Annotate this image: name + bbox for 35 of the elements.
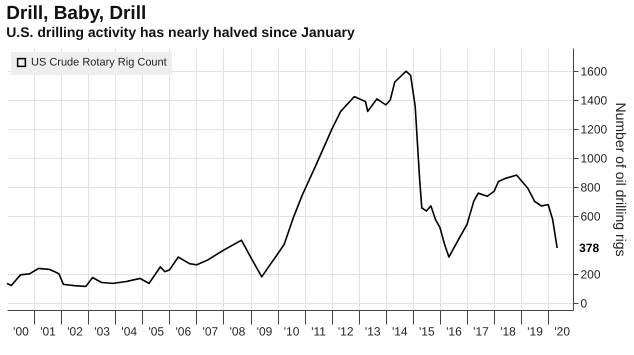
y-tick-label: 1200 [580,122,608,137]
x-tick-label: '13 [364,324,381,338]
annotation: 378 [579,241,600,256]
chart-subtitle: U.S. drilling activity has nearly halved since January [6,24,355,40]
y-tick-label: 1600 [580,64,608,79]
x-tick-label: '19 [527,324,544,338]
y-tick-label: 1400 [580,94,608,108]
x-tick-label: '09 [256,324,273,338]
x-tick-label: '00 [13,324,30,338]
chart-title: Drill, Baby, Drill [6,3,146,24]
y-tick-label: 600 [580,209,601,224]
x-tick-label: '10 [284,324,300,338]
x-tick-label: '02 [67,324,84,338]
y-axis-title: Number of oil drilling rigs [613,102,630,257]
x-tick-label: '08 [230,324,246,338]
x-tick-label: '01 [40,324,56,338]
x-tick-label: '07 [202,324,218,338]
x-tick-label: '03 [94,324,110,338]
x-tick-label: '15 [418,324,435,338]
y-tick-label: 1000 [580,152,608,166]
x-tick-label: '05 [148,324,164,338]
x-tick-label: '04 [121,324,138,338]
x-tick-label: '12 [338,324,354,338]
x-tick-label: '11 [311,324,326,338]
x-tick-label: '06 [175,324,192,338]
y-tick-label: 800 [580,180,601,194]
x-tick-label: '20 [554,324,570,338]
y-tick-label: 0 [580,296,588,310]
x-tick-label: '17 [473,324,490,338]
legend-label: US Crude Rotary Rig Count [31,56,167,68]
y-tick-label: 200 [580,267,601,282]
x-tick-label: '16 [446,324,462,338]
x-tick-label: '18 [500,324,516,338]
line-series [6,70,558,288]
x-tick-label: '14 [392,324,408,338]
